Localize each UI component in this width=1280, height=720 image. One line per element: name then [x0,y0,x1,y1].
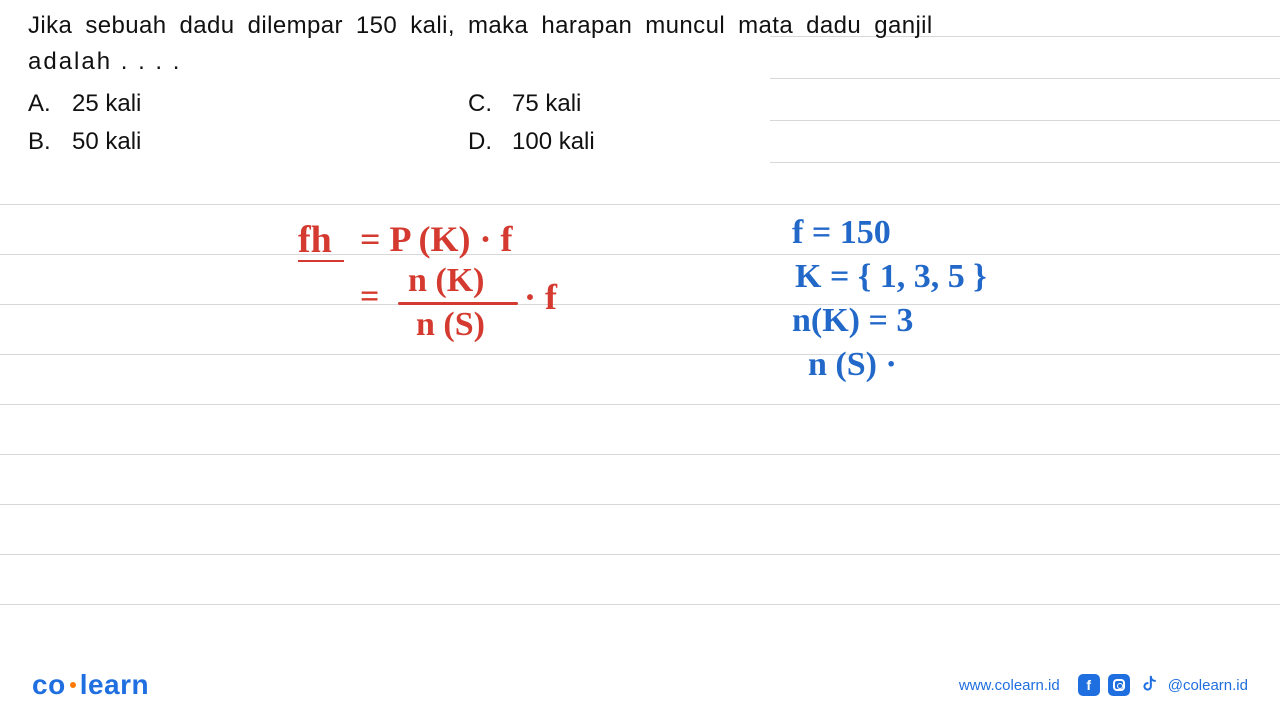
brand-logo-dot [70,682,76,688]
options-grid: A. 25 kali C. 75 kali B. 50 kali D. 100 … [28,90,908,156]
hand-red-eq2-den: n (S) [416,306,485,344]
hand-blue-l3: n(K) = 3 [792,302,913,340]
option-b-text: 50 kali [72,128,141,156]
option-a: A. 25 kali [28,90,468,118]
brand-logo-co: co [32,669,66,700]
option-b: B. 50 kali [28,128,468,156]
hand-red-eq2-dotf: · f [524,276,557,318]
footer-url: www.colearn.id [959,677,1060,694]
question-line1: Jika sebuah dadu dilempar 150 kali, maka… [28,12,1252,40]
brand-logo-learn: learn [80,669,149,700]
option-d: D. 100 kali [468,128,908,156]
hand-red-fh: fh [298,218,332,262]
hand-blue-l2: K = { 1, 3, 5 } [795,258,987,296]
option-c-text: 75 kali [512,90,581,118]
option-d-text: 100 kali [512,128,595,156]
hand-red-fh-underline [298,260,344,262]
option-a-letter: A. [28,90,54,118]
hand-red-eq2-num: n (K) [408,262,485,300]
social-handle: @colearn.id [1168,677,1248,694]
hand-blue-l4: n (S) · [808,346,897,384]
tiktok-icon [1138,674,1160,696]
option-c-letter: C. [468,90,494,118]
brand-logo: colearn [32,669,149,701]
option-a-text: 25 kali [72,90,141,118]
facebook-icon: f [1078,674,1100,696]
instagram-icon [1108,674,1130,696]
footer-right: www.colearn.id f @colearn.id [959,674,1248,696]
question-line2: adalah . . . . [28,48,1252,76]
option-b-letter: B. [28,128,54,156]
question-block: Jika sebuah dadu dilempar 150 kali, maka… [28,12,1252,76]
option-d-letter: D. [468,128,494,156]
hand-red-fraction-bar [398,302,518,305]
hand-blue-l1: f = 150 [792,214,891,252]
hand-red-eq1: = P (K) · f [360,218,513,260]
option-c: C. 75 kali [468,90,908,118]
social-icons: f @colearn.id [1078,674,1248,696]
hand-red-eq2-sign: = [360,278,379,316]
footer: colearn www.colearn.id f @colearn.id [0,660,1280,720]
